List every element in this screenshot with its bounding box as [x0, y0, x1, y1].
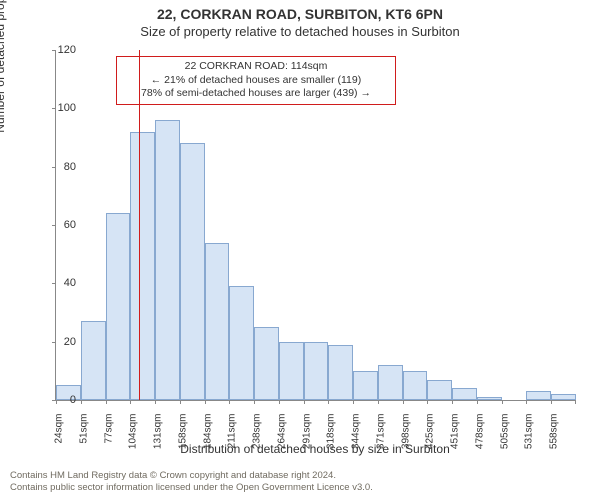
x-tick-label: 478sqm: [474, 414, 485, 464]
histogram-bar: [205, 243, 230, 401]
histogram-bar: [378, 365, 403, 400]
histogram-bar: [452, 388, 477, 400]
histogram-bar: [353, 371, 378, 400]
x-tick-label: 531sqm: [524, 414, 535, 464]
y-tick-label: 100: [46, 102, 76, 114]
x-tick-mark: [279, 400, 280, 404]
y-tick-label: 120: [46, 44, 76, 56]
x-tick-label: 371sqm: [375, 414, 386, 464]
x-tick-label: 291sqm: [301, 414, 312, 464]
histogram-bar: [254, 327, 279, 400]
y-tick-label: 0: [46, 394, 76, 406]
histogram-bar: [304, 342, 329, 400]
page-subtitle: Size of property relative to detached ho…: [0, 24, 600, 39]
histogram-bar: [328, 345, 353, 400]
x-tick-label: 505sqm: [499, 414, 510, 464]
histogram-bar: [81, 321, 106, 400]
x-tick-mark: [180, 400, 181, 404]
x-tick-mark: [304, 400, 305, 404]
x-tick-mark: [403, 400, 404, 404]
x-tick-label: 238sqm: [252, 414, 263, 464]
x-tick-mark: [254, 400, 255, 404]
x-tick-mark: [328, 400, 329, 404]
footer-line-1: Contains HM Land Registry data © Crown c…: [10, 470, 373, 482]
x-tick-label: 77sqm: [103, 414, 114, 464]
x-tick-mark: [575, 400, 576, 404]
x-tick-label: 211sqm: [227, 414, 238, 464]
histogram-bar: [155, 120, 180, 400]
histogram-bar: [526, 391, 551, 400]
x-tick-mark: [353, 400, 354, 404]
footer-line-2: Contains public sector information licen…: [10, 482, 373, 494]
histogram-bar: [477, 397, 502, 400]
histogram-bar: [427, 380, 452, 400]
annotation-line-2: ← 21% of detached houses are smaller (11…: [123, 74, 389, 88]
x-tick-label: 398sqm: [400, 414, 411, 464]
histogram-bar: [551, 394, 576, 400]
x-tick-label: 451sqm: [450, 414, 461, 464]
annotation-line-1: 22 CORKRAN ROAD: 114sqm: [123, 60, 389, 74]
x-tick-mark: [427, 400, 428, 404]
chart-container: 22, CORKRAN ROAD, SURBITON, KT6 6PN Size…: [0, 0, 600, 500]
histogram-bar: [106, 213, 131, 400]
x-tick-mark: [229, 400, 230, 404]
x-tick-mark: [551, 400, 552, 404]
x-tick-mark: [81, 400, 82, 404]
x-tick-label: 558sqm: [549, 414, 560, 464]
x-tick-mark: [477, 400, 478, 404]
histogram-plot: 22 CORKRAN ROAD: 114sqm ← 21% of detache…: [55, 50, 576, 401]
histogram-bar: [130, 132, 155, 400]
annotation-line-3: 78% of semi-detached houses are larger (…: [123, 87, 389, 101]
x-tick-mark: [130, 400, 131, 404]
x-tick-label: 425sqm: [425, 414, 436, 464]
x-tick-label: 51sqm: [78, 414, 89, 464]
x-tick-label: 131sqm: [153, 414, 164, 464]
x-tick-mark: [452, 400, 453, 404]
y-tick-label: 20: [46, 336, 76, 348]
x-tick-label: 104sqm: [128, 414, 139, 464]
x-tick-mark: [378, 400, 379, 404]
y-tick-label: 80: [46, 161, 76, 173]
histogram-bar: [229, 286, 254, 400]
x-tick-mark: [526, 400, 527, 404]
y-axis-label: Number of detached properties: [0, 0, 7, 225]
x-tick-mark: [155, 400, 156, 404]
histogram-bar: [279, 342, 304, 400]
x-tick-label: 184sqm: [202, 414, 213, 464]
x-tick-mark: [502, 400, 503, 404]
x-tick-label: 318sqm: [326, 414, 337, 464]
y-tick-label: 40: [46, 277, 76, 289]
x-tick-label: 24sqm: [54, 414, 65, 464]
page-title: 22, CORKRAN ROAD, SURBITON, KT6 6PN: [0, 6, 600, 22]
histogram-bar: [403, 371, 428, 400]
marker-annotation: 22 CORKRAN ROAD: 114sqm ← 21% of detache…: [116, 56, 396, 105]
x-tick-label: 158sqm: [177, 414, 188, 464]
x-tick-mark: [205, 400, 206, 404]
x-tick-mark: [106, 400, 107, 404]
x-tick-label: 344sqm: [351, 414, 362, 464]
histogram-bar: [180, 143, 205, 400]
marker-line: [139, 50, 140, 400]
attribution-footer: Contains HM Land Registry data © Crown c…: [10, 470, 373, 494]
y-tick-label: 60: [46, 219, 76, 231]
x-tick-label: 264sqm: [276, 414, 287, 464]
